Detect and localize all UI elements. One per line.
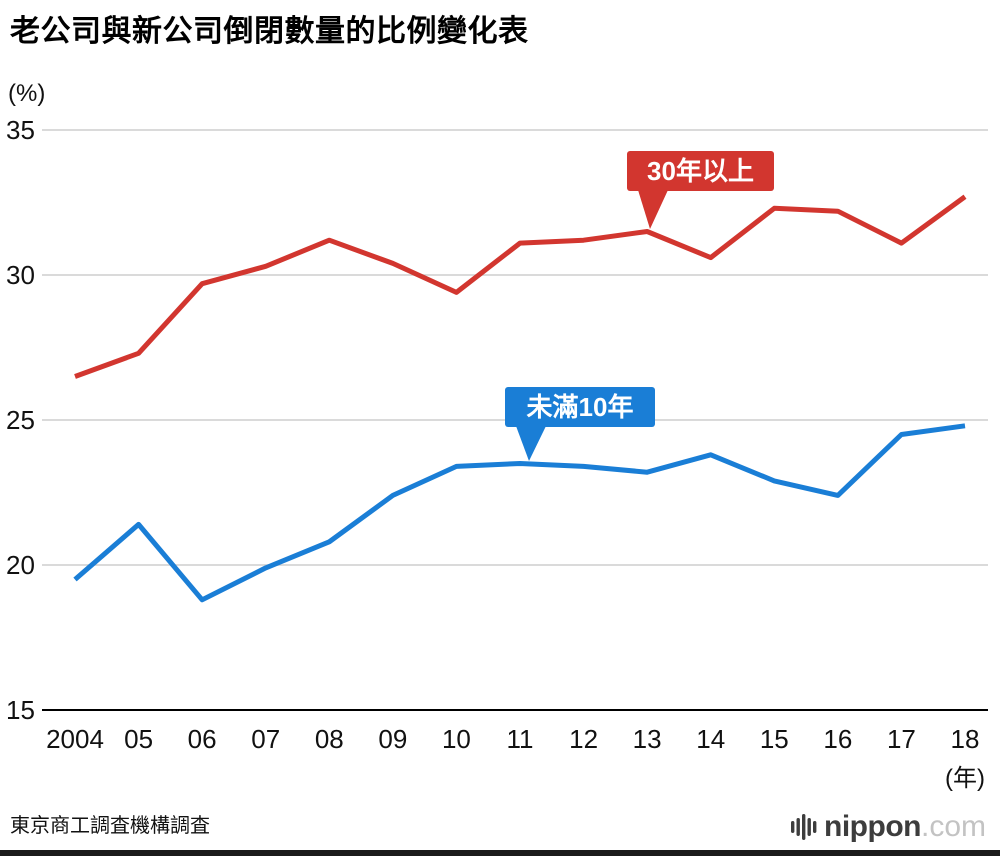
x-tick-label: 14 bbox=[696, 724, 725, 754]
x-tick-label: 15 bbox=[760, 724, 789, 754]
y-tick-label: 35 bbox=[6, 115, 35, 145]
chart-title: 老公司與新公司倒閉數量的比例變化表 bbox=[10, 15, 529, 48]
source-note: 東京商工調査機構調査 bbox=[10, 815, 210, 837]
x-tick-label: 17 bbox=[887, 724, 916, 754]
series-label-badge bbox=[627, 151, 774, 191]
logo-tld: .com bbox=[920, 810, 986, 843]
callout-pointer bbox=[638, 190, 668, 229]
x-tick-label: 07 bbox=[251, 724, 280, 754]
series-label-badge bbox=[505, 387, 655, 427]
y-tick-label: 15 bbox=[6, 695, 35, 725]
series-line-1 bbox=[73, 423, 966, 603]
callout-pointer bbox=[516, 426, 546, 461]
x-tick-label: 16 bbox=[823, 724, 852, 754]
y-axis-unit-label: (%) bbox=[8, 80, 46, 107]
x-tick-label: 2004 bbox=[46, 724, 104, 754]
x-axis-unit-label: (年) bbox=[945, 765, 985, 792]
y-tick-label: 20 bbox=[6, 550, 35, 580]
nippon-logo-bars-icon bbox=[791, 814, 817, 840]
series-line-0 bbox=[74, 194, 967, 379]
x-tick-label: 10 bbox=[442, 724, 471, 754]
x-tick-label: 12 bbox=[569, 724, 598, 754]
x-tick-label: 11 bbox=[507, 724, 534, 754]
x-tick-label: 05 bbox=[124, 724, 153, 754]
x-tick-label: 13 bbox=[633, 724, 662, 754]
y-tick-label: 25 bbox=[6, 405, 35, 435]
logo-name: nippon bbox=[824, 810, 921, 843]
x-tick-label: 06 bbox=[188, 724, 217, 754]
nippon-logo: nippon.com bbox=[791, 812, 986, 842]
y-tick-label: 30 bbox=[6, 260, 35, 290]
series-label-text: 30年以上 bbox=[647, 156, 754, 186]
logo-text: nippon.com bbox=[824, 812, 986, 842]
x-tick-label: 18 bbox=[951, 724, 980, 754]
x-tick-label: 09 bbox=[378, 724, 407, 754]
x-tick-label: 08 bbox=[315, 724, 344, 754]
bottom-divider-bar bbox=[0, 850, 1000, 856]
series-label-text: 未滿10年 bbox=[527, 392, 634, 422]
